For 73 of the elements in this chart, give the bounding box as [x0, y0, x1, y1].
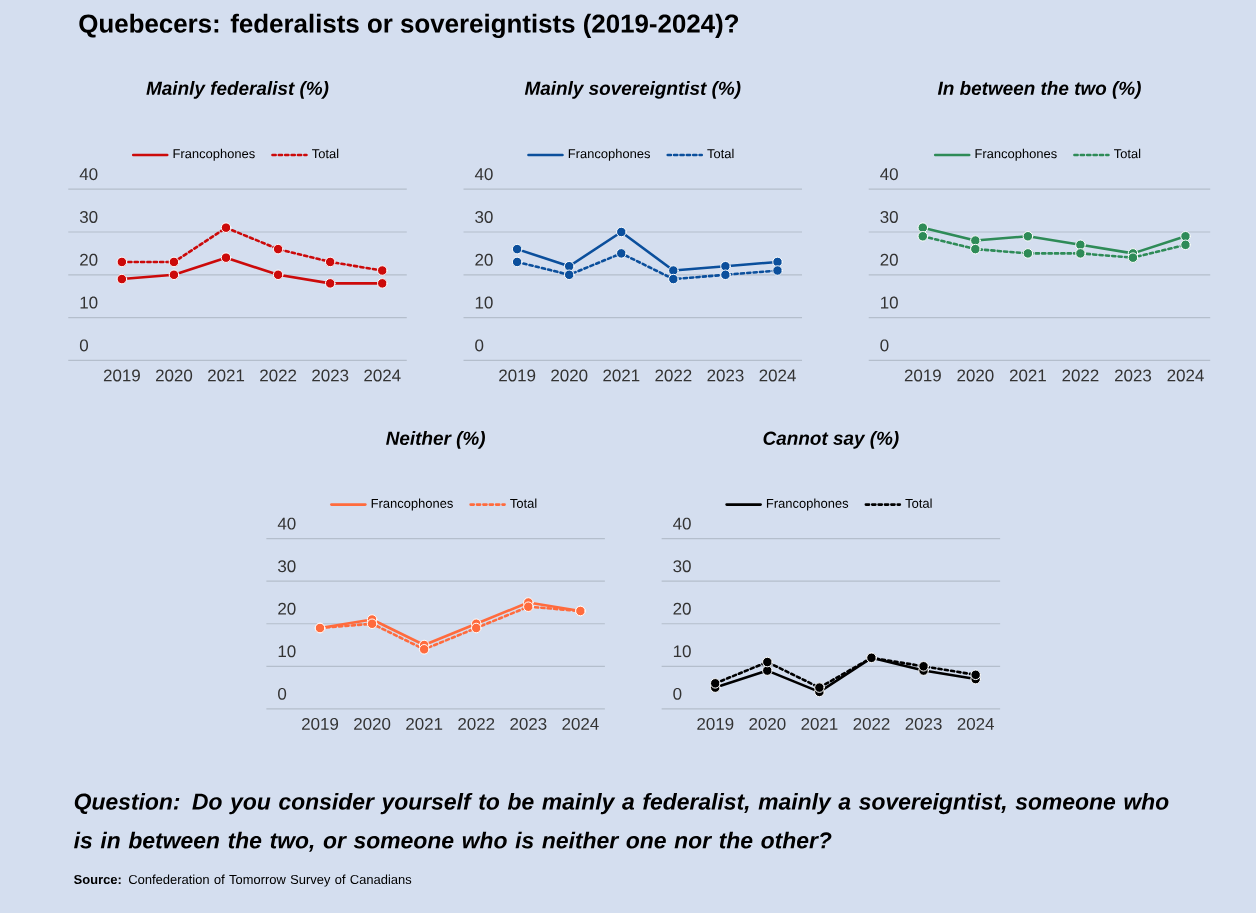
x-tick-label: 2024: [562, 717, 599, 730]
x-tick-label: 2020: [749, 717, 786, 730]
y-tick-label: 0: [79, 339, 89, 352]
y-tick-label: 40: [474, 168, 493, 181]
x-tick-label: 2021: [406, 717, 443, 730]
x-tick-label: 2019: [103, 369, 140, 382]
y-tick-label: 20: [278, 602, 296, 615]
y-tick-label: 0: [278, 687, 287, 700]
y-tick-label: 40: [673, 517, 691, 530]
x-tick-label: 2023: [707, 369, 744, 382]
y-tick-label: 30: [673, 560, 691, 573]
chart-title: Neither (%): [386, 431, 485, 449]
legend-label: Total: [312, 148, 339, 159]
x-tick-label: 2023: [510, 717, 547, 730]
y-tick-label: 40: [277, 517, 296, 530]
x-tick-label: 2022: [655, 369, 692, 382]
x-tick-label: 2023: [1115, 369, 1152, 382]
x-tick-label: 2022: [1062, 369, 1099, 382]
legend-label: Francophones: [371, 498, 453, 511]
x-tick-label: 2019: [499, 369, 536, 382]
legend-label: Francophones: [568, 148, 651, 161]
legend-label: Francophones: [173, 148, 255, 161]
x-tick-label: 2019: [697, 717, 734, 730]
text: Source: Confederation of Tomorrow Survey of Canadians: [74, 874, 412, 887]
legend-label: Total: [510, 498, 537, 508]
x-tick-label: 2020: [957, 369, 994, 382]
legend-label: Francophones: [766, 498, 849, 511]
x-tick-label: 2024: [1167, 369, 1204, 382]
y-tick-label: 20: [880, 253, 898, 266]
legend-label: Total: [707, 148, 734, 159]
y-tick-label: 20: [673, 602, 691, 615]
x-tick-label: 2021: [208, 369, 245, 382]
x-tick-label: 2022: [260, 369, 297, 382]
y-tick-label: 10: [278, 645, 296, 658]
x-tick-label: 2022: [458, 717, 495, 730]
x-tick-label: 2021: [801, 717, 838, 730]
text: Quebecers: federalists or sovereigntists (2019-2024)?: [79, 13, 739, 39]
x-tick-label: 2019: [904, 369, 941, 382]
x-tick-label: 2022: [853, 717, 890, 730]
legend-label: Francophones: [975, 148, 1057, 161]
y-tick-label: 0: [673, 687, 682, 700]
y-tick-label: 10: [673, 645, 691, 658]
legend-label: Total: [905, 498, 932, 508]
y-tick-label: 20: [475, 253, 493, 266]
y-tick-label: 0: [880, 339, 889, 352]
x-tick-label: 2020: [354, 717, 391, 730]
y-tick-label: 30: [475, 211, 493, 223]
chart-title: Cannot say (%): [763, 431, 899, 449]
x-tick-label: 2021: [603, 369, 640, 382]
y-tick-label: 40: [880, 168, 898, 181]
chart-title: Mainly sovereigntist (%): [524, 81, 741, 99]
x-tick-label: 2023: [905, 717, 942, 730]
x-tick-label: 2024: [364, 369, 401, 382]
y-tick-label: 30: [880, 211, 898, 223]
y-tick-label: 10: [475, 296, 493, 309]
x-tick-label: 2020: [551, 369, 588, 382]
x-tick-label: 2024: [759, 369, 796, 382]
x-tick-label: 2020: [155, 369, 193, 382]
y-tick-label: 0: [475, 339, 484, 352]
y-tick-label: 10: [80, 296, 98, 309]
y-tick-label: 10: [881, 296, 898, 309]
y-tick-label: 30: [278, 560, 296, 573]
y-tick-label: 30: [79, 211, 98, 223]
x-tick-label: 2021: [1009, 369, 1046, 382]
chart-title: Mainly federalist (%): [146, 81, 329, 99]
y-tick-label: 20: [80, 253, 98, 266]
legend-label: Total: [1113, 148, 1141, 159]
chart-title: In between the two (%): [937, 81, 1141, 99]
x-tick-label: 2019: [302, 717, 339, 730]
x-tick-label: 2024: [957, 717, 994, 730]
text: Question: Do you consider yourself to be mainly a federalist, mainly a sovereigntist, someone who is in between the two, or someone who is neither one nor the other?: [74, 792, 1169, 852]
y-tick-label: 40: [79, 168, 98, 181]
x-tick-label: 2023: [312, 369, 349, 382]
